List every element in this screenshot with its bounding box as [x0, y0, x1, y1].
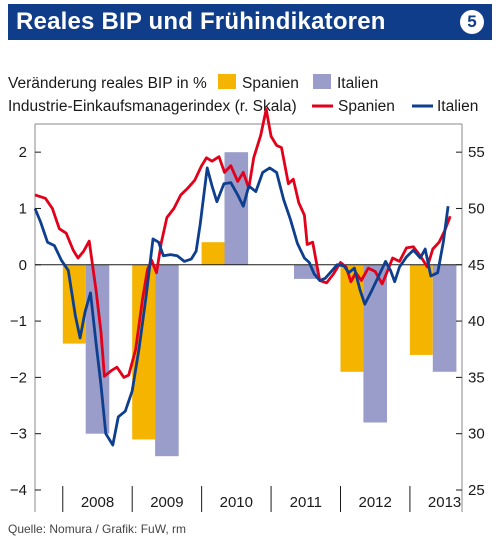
- right-axis: 55 50 45 40 35 30 25: [456, 144, 485, 499]
- source-note: Quelle: Nomura / Grafik: FuW, rm: [8, 522, 186, 536]
- bar-italien-2010: [224, 152, 249, 265]
- bar-spanien-2009: [132, 264, 156, 440]
- legend-bar-heading: Veränderung reales BIP in %: [8, 75, 207, 92]
- bar-italien-2012: [363, 264, 387, 423]
- right-tick-label: 35: [468, 369, 485, 386]
- right-tick-label: 55: [468, 144, 485, 161]
- legend-label-italien-bar: Italien: [337, 75, 378, 92]
- right-tick-label: 30: [468, 426, 485, 443]
- left-tick-label: 1: [19, 200, 27, 217]
- right-tick-label: 40: [468, 313, 485, 330]
- legend-label-italien-line: Italien: [437, 98, 478, 115]
- left-axis: 2 1 0 −1 −2 −3 −4: [10, 144, 41, 499]
- left-tick-label: 2: [19, 144, 27, 161]
- legend-swatch-spanien-bar: [218, 74, 236, 89]
- bar-italien-2009: [155, 264, 179, 457]
- legend-label-spanien-bar: Spanien: [242, 75, 299, 92]
- left-tick-label: −4: [10, 482, 27, 499]
- x-axis: 2008 2009 2010 2011 2012 2013: [62, 486, 461, 512]
- left-tick-label: −2: [10, 369, 27, 386]
- left-tick-label: −1: [10, 313, 27, 330]
- x-tick-label: 2009: [150, 494, 183, 511]
- left-tick-label: −3: [10, 426, 27, 443]
- bar-italien-2013: [432, 264, 457, 372]
- bar-spanien-2013: [409, 264, 433, 355]
- right-tick-label: 25: [468, 482, 485, 499]
- figure-number-badge: 5: [460, 10, 484, 34]
- left-tick-label: 0: [19, 257, 27, 274]
- bars-layer: [62, 152, 457, 457]
- bar-spanien-2010: [201, 242, 225, 265]
- line-italien: [33, 166, 450, 447]
- lines-layer: [33, 108, 452, 447]
- x-tick-label: 2012: [359, 494, 392, 511]
- right-tick-label: 45: [468, 257, 485, 274]
- x-tick-label: 2010: [220, 494, 253, 511]
- legend-line-heading: Industrie-Einkaufsmanagerindex (r. Skala…: [8, 98, 297, 115]
- bar-spanien-2012: [340, 264, 364, 372]
- legend-label-spanien-line: Spanien: [338, 98, 395, 115]
- x-tick-label: 2008: [81, 494, 114, 511]
- chart-title: Reales BIP und Frühindikatoren: [16, 8, 386, 35]
- legend-swatch-italien-bar: [313, 74, 331, 89]
- header-bar: Reales BIP und Frühindikatoren 5: [8, 4, 492, 40]
- x-tick-label: 2013: [428, 494, 461, 511]
- right-tick-label: 50: [468, 200, 485, 217]
- x-tick-label: 2011: [290, 494, 322, 511]
